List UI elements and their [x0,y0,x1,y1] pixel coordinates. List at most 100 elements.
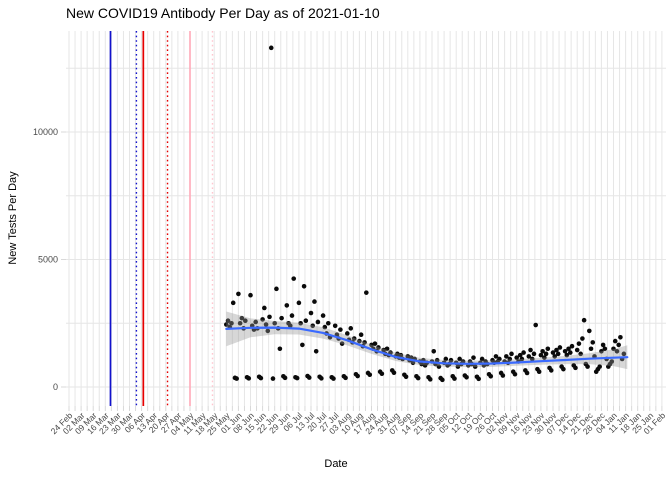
data-point [357,338,362,344]
data-point [543,351,549,357]
data-point [576,341,582,346]
data-point [322,324,328,330]
data-point [287,323,293,329]
data-point [306,375,312,380]
data-point [528,347,533,353]
data-point [351,336,357,341]
data-point [507,356,513,362]
data-point [364,290,369,295]
data-point [471,355,476,360]
data-point [443,356,449,362]
data-point [253,319,258,325]
y-tick-label: 10000 [33,127,58,137]
data-point [521,350,526,355]
data-point [588,346,594,352]
data-point [580,336,585,341]
data-point [369,342,374,348]
data-point [279,315,284,321]
data-point [555,351,561,357]
data-point [388,350,393,355]
data-point [574,347,580,353]
data-point [239,315,245,321]
y-axis-title: New Tests Per Day [7,171,19,265]
data-point [479,356,485,362]
data-point [372,341,378,346]
y-tick-label: 0 [53,382,58,392]
data-point [260,317,265,322]
data-point [448,357,454,363]
data-point [497,356,502,362]
data-point [313,349,319,354]
data-point [246,376,252,381]
data-point [248,292,253,298]
data-point [578,351,583,357]
data-point [587,328,592,334]
data-point [621,351,627,357]
data-point [312,299,317,304]
data-point [355,373,360,379]
data-point [294,375,300,381]
data-point [431,349,437,354]
data-point [282,375,288,381]
data-point [472,364,478,369]
data-point [573,365,578,371]
data-point [548,368,554,373]
x-axis-title: Date [324,458,348,470]
data-point [434,357,440,363]
data-point [552,354,558,359]
data-point [517,352,523,358]
data-point [512,371,518,377]
data-point [272,320,278,326]
data-point [234,376,239,381]
data-point [339,341,345,346]
data-point [367,372,373,378]
data-point [542,355,547,360]
data-point [524,370,530,376]
data-point [310,323,316,329]
event-vlines [109,31,214,406]
data-point [540,349,545,354]
data-point [268,45,274,51]
data-point [600,342,606,348]
data-point [225,318,231,324]
data-point [362,340,367,345]
data-point [476,376,481,382]
data-point [237,320,243,326]
data-point [263,322,269,327]
data-point [320,313,326,318]
data-point [519,356,525,362]
data-point [611,346,616,352]
data-point [566,346,571,352]
data-point [319,376,324,381]
data-point [230,300,236,306]
data-point [398,352,404,358]
data-point [529,356,535,362]
data-point [493,354,499,359]
data-point [243,318,248,324]
chart-title: New COVID19 Antibody Per Day as of 2021-… [66,5,380,21]
data-point [427,377,433,382]
data-point [616,342,621,348]
data-point [562,349,568,354]
axis-ticks [61,131,663,411]
data-point [376,345,381,350]
data-point [569,343,575,349]
data-point [325,320,331,326]
data-point [348,326,354,331]
data-point [301,283,307,289]
data-point [381,347,386,353]
data-point [332,323,338,329]
data-point [229,320,234,326]
data-point [345,331,350,336]
data-point [526,354,532,359]
data-point [590,340,596,345]
data-point [236,291,241,297]
data-point [303,318,309,324]
data-point [599,349,604,354]
data-point [440,377,445,383]
data-point [277,346,283,352]
data-point [455,364,461,369]
data-point [284,303,290,308]
data-point [338,327,343,332]
